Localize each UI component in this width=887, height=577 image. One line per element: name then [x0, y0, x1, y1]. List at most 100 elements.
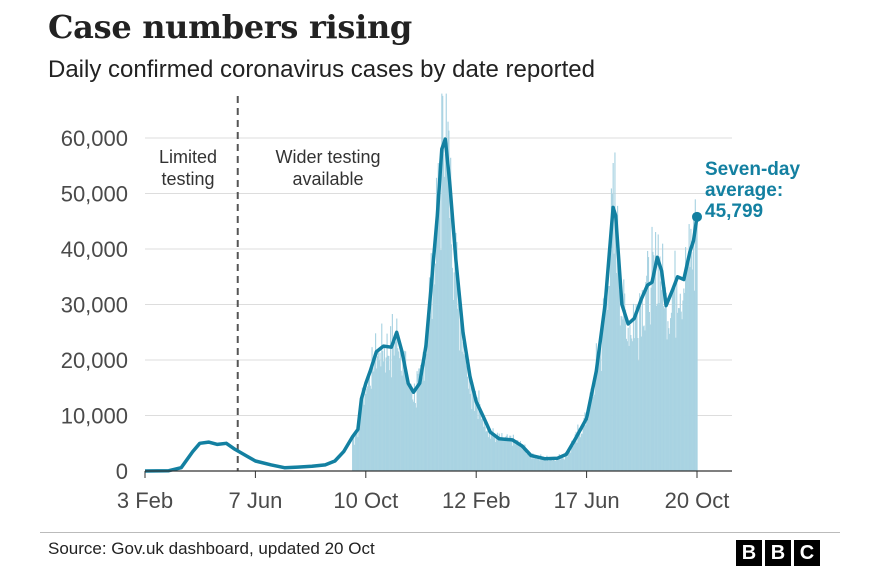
daily-case-bar [369, 385, 371, 471]
daily-case-bar [641, 289, 643, 471]
daily-case-bar [382, 350, 384, 471]
x-tick-label: 17 Jun [554, 488, 620, 513]
daily-case-bar [637, 338, 639, 471]
x-tick-label: 7 Jun [228, 488, 282, 513]
daily-case-bar [673, 285, 675, 471]
daily-case-bar [356, 430, 358, 471]
daily-case-bar [413, 383, 416, 471]
daily-case-bar [444, 154, 446, 471]
daily-case-bar [579, 433, 581, 471]
daily-case-bar [386, 333, 388, 471]
daily-case-bar [607, 309, 609, 471]
daily-case-bar [501, 433, 503, 471]
daily-case-bar [617, 205, 619, 471]
logo-letter-c: C [794, 540, 820, 566]
daily-case-bar [416, 371, 418, 471]
daily-case-bar [452, 299, 454, 471]
daily-case-bar [571, 444, 574, 471]
daily-case-bar [390, 377, 393, 471]
daily-case-bar [513, 440, 515, 471]
chart-title: Case numbers rising [48, 8, 412, 46]
daily-case-bar [672, 287, 674, 471]
source-note: Source: Gov.uk dashboard, updated 20 Oct [48, 539, 375, 558]
daily-case-bar [363, 404, 365, 471]
daily-case-bar [532, 453, 534, 471]
wider-testing-label: Wider testing available [275, 147, 380, 189]
daily-case-bar [415, 407, 417, 471]
daily-case-bar [401, 375, 403, 471]
daily-case-bar [477, 418, 479, 471]
daily-case-bar [427, 334, 429, 471]
daily-case-bar [570, 452, 572, 471]
y-tick-label: 10,000 [61, 404, 128, 429]
logo-letter-b2: B [765, 540, 791, 566]
daily-case-bar [606, 276, 608, 471]
y-tick-label: 40,000 [61, 237, 128, 262]
daily-case-bar [526, 453, 528, 471]
daily-case-bar [666, 339, 668, 471]
daily-case-bar [591, 386, 593, 471]
callout-line: Seven-day [705, 159, 800, 180]
daily-case-bar [694, 199, 696, 471]
daily-case-bar [405, 351, 407, 471]
daily-case-bar [508, 438, 510, 471]
daily-case-bar [488, 437, 490, 471]
daily-case-bar [595, 343, 597, 471]
daily-case-bar [352, 434, 355, 471]
daily-case-bar [459, 310, 461, 471]
daily-case-bar [589, 392, 591, 471]
daily-case-bar [579, 437, 582, 471]
daily-case-bar [437, 163, 439, 472]
y-tick-label: 0 [116, 459, 128, 484]
daily-case-bar [674, 250, 676, 471]
daily-case-bar [542, 456, 544, 471]
daily-case-bar [624, 293, 626, 471]
daily-case-bar [597, 366, 599, 471]
daily-case-bar [495, 442, 497, 471]
daily-case-bar [361, 387, 363, 471]
daily-case-bars [352, 93, 698, 472]
daily-case-bar [655, 305, 658, 471]
daily-case-bar [553, 459, 555, 471]
daily-case-bar [503, 439, 506, 471]
daily-case-bar [360, 400, 363, 471]
daily-case-bar [480, 408, 482, 471]
daily-case-bar [489, 438, 491, 471]
daily-case-bar [620, 315, 622, 471]
daily-case-bar [647, 250, 649, 471]
daily-case-bar [512, 434, 514, 471]
daily-case-bar [510, 435, 512, 471]
daily-case-bar [436, 222, 438, 471]
daily-case-bar [448, 130, 450, 471]
daily-case-bar [559, 459, 561, 471]
daily-case-bar [565, 452, 567, 471]
daily-case-bar [677, 312, 679, 471]
daily-case-bar [687, 261, 689, 471]
daily-case-bar [375, 333, 377, 471]
daily-case-bar [544, 459, 546, 471]
daily-case-bar [360, 418, 362, 471]
daily-case-bar [662, 243, 664, 471]
daily-case-bar [534, 457, 537, 471]
daily-case-bar [604, 304, 606, 471]
daily-case-bar [555, 460, 557, 471]
daily-case-bar [645, 282, 647, 471]
daily-case-bar [656, 303, 658, 471]
daily-case-bar [365, 393, 367, 471]
daily-case-bar [511, 440, 513, 471]
daily-case-bar [605, 293, 607, 471]
daily-case-bar [676, 278, 678, 471]
daily-case-bar [374, 361, 376, 471]
daily-case-bar [682, 300, 684, 471]
cases-chart: Limited testing Wider testing available Se… [61, 93, 800, 513]
daily-case-bar [662, 306, 665, 471]
daily-case-bar [488, 428, 491, 471]
daily-case-bar [496, 436, 498, 471]
daily-case-bar [582, 427, 584, 471]
daily-case-bar [608, 286, 610, 471]
daily-case-bar [615, 224, 617, 471]
daily-case-bar [634, 311, 636, 471]
daily-case-bar [524, 444, 526, 471]
daily-case-bar [380, 366, 382, 471]
y-tick-label: 20,000 [61, 348, 128, 373]
